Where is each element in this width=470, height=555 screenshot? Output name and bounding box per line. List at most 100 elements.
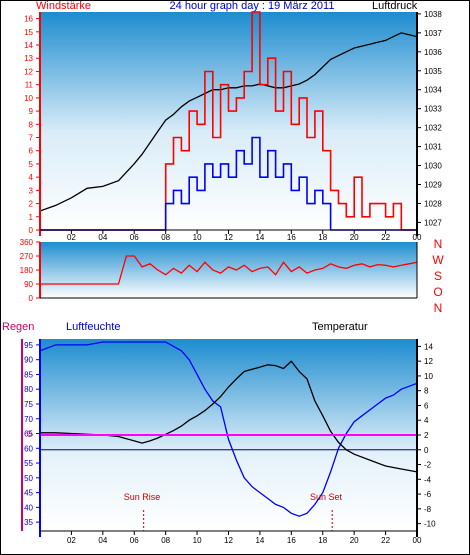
climate-series-luftfeuchte bbox=[39, 341, 418, 517]
wind-x-tick-label: 08 bbox=[161, 233, 170, 242]
pressure-tick-label: 1035 bbox=[424, 67, 442, 76]
pressure-tick-label: 1036 bbox=[424, 48, 442, 57]
climate-x-tick-label: 16 bbox=[287, 536, 296, 545]
wind-tick-label: 12 bbox=[24, 67, 33, 76]
temperature-tick-label: 0 bbox=[424, 446, 429, 455]
humidity-tick-label: 50 bbox=[24, 474, 33, 483]
climate-x-tick-label: 04 bbox=[98, 536, 107, 545]
sun-set-label: Sun Set bbox=[310, 492, 343, 502]
compass-label: N bbox=[434, 301, 443, 315]
humidity-tick-label: 35 bbox=[24, 518, 33, 527]
pressure-tick-label: 1031 bbox=[424, 143, 442, 152]
temperature-tick-label: -6 bbox=[424, 490, 432, 499]
climate-x-tick-label: 00 bbox=[413, 536, 422, 545]
wind-x-tick-label: 14 bbox=[255, 233, 264, 242]
wind-tick-label: 6 bbox=[29, 147, 34, 156]
compass-label: W bbox=[432, 253, 444, 267]
humidity-tick-label: 80 bbox=[24, 385, 33, 394]
pressure-axis-label: Luftdruck bbox=[372, 0, 418, 12]
humidity-tick-label: 70 bbox=[24, 415, 33, 424]
wind-tick-label: 0 bbox=[29, 226, 34, 235]
wind-tick-label: 4 bbox=[29, 173, 34, 182]
rain-axis-label: Regen bbox=[2, 321, 34, 333]
wind-plot-area bbox=[40, 12, 417, 230]
rain-tick-label: 0 bbox=[27, 429, 32, 439]
temperature-tick-label: 8 bbox=[424, 387, 429, 396]
direction-plot-area bbox=[40, 242, 417, 298]
wind-x-tick-label: 12 bbox=[224, 233, 233, 242]
climate-x-tick-label: 20 bbox=[350, 536, 359, 545]
temperature-tick-label: 6 bbox=[424, 401, 429, 410]
climate-x-tick-label: 06 bbox=[130, 536, 139, 545]
pressure-tick-label: 1028 bbox=[424, 199, 442, 208]
temperature-tick-label: 12 bbox=[424, 357, 433, 366]
wind-tick-label: 16 bbox=[24, 15, 33, 24]
wind-x-tick-label: 04 bbox=[98, 233, 107, 242]
wind-tick-label: 10 bbox=[24, 94, 33, 103]
compass-label: N bbox=[434, 237, 443, 251]
wind-x-tick-label: 20 bbox=[350, 233, 359, 242]
pressure-tick-label: 1038 bbox=[424, 10, 442, 19]
climate-x-tick-label: 02 bbox=[67, 536, 76, 545]
wind-x-tick-label: 22 bbox=[381, 233, 390, 242]
compass-label: S bbox=[434, 269, 442, 283]
humidity-tick-label: 90 bbox=[24, 356, 33, 365]
wind-tick-label: 2 bbox=[29, 200, 34, 209]
sun-rise-label: Sun Rise bbox=[124, 492, 161, 502]
climate-x-tick-label: 12 bbox=[224, 536, 233, 545]
humidity-tick-label: 55 bbox=[24, 459, 33, 468]
direction-tick-label: 360 bbox=[20, 238, 34, 247]
pressure-tick-label: 1033 bbox=[424, 105, 442, 114]
wind-tick-label: 15 bbox=[24, 28, 33, 37]
wind-series-luftdruck bbox=[39, 32, 418, 212]
wind-tick-label: 1 bbox=[29, 213, 34, 222]
wind-x-tick-label: 18 bbox=[318, 233, 327, 242]
climate-x-tick-label: 18 bbox=[318, 536, 327, 545]
pressure-tick-label: 1027 bbox=[424, 218, 442, 227]
climate-x-tick-label: 22 bbox=[381, 536, 390, 545]
pressure-tick-label: 1032 bbox=[424, 124, 442, 133]
pressure-tick-label: 1029 bbox=[424, 181, 442, 190]
wind-tick-label: 11 bbox=[25, 81, 34, 90]
temperature-tick-label: 10 bbox=[424, 372, 433, 381]
humidity-tick-label: 75 bbox=[24, 400, 33, 409]
temperature-tick-label: 2 bbox=[424, 431, 429, 440]
wind-tick-label: 3 bbox=[29, 186, 34, 195]
humidity-tick-label: 65 bbox=[24, 430, 33, 439]
humidity-axis-label: Luftfeuchte bbox=[66, 321, 120, 333]
temperature-tick-label: 4 bbox=[424, 416, 429, 425]
wind-x-tick-label: 06 bbox=[130, 233, 139, 242]
wind-tick-label: 5 bbox=[29, 160, 34, 169]
temperature-tick-label: -2 bbox=[424, 461, 432, 470]
temperature-tick-label: -10 bbox=[424, 520, 436, 529]
wind-axis-label: Windstärke bbox=[36, 0, 91, 12]
pressure-tick-label: 1037 bbox=[424, 29, 442, 38]
wind-x-tick-label: 02 bbox=[67, 233, 76, 242]
wind-x-tick-label: 16 bbox=[287, 233, 296, 242]
climate-x-tick-label: 08 bbox=[161, 536, 170, 545]
temperature-tick-label: -4 bbox=[424, 475, 432, 484]
humidity-tick-label: 60 bbox=[24, 444, 33, 453]
direction-tick-label: 90 bbox=[24, 280, 33, 289]
climate-series-temperatur bbox=[40, 360, 418, 473]
temperature-tick-label: -8 bbox=[424, 505, 432, 514]
climate-x-tick-label: 14 bbox=[255, 536, 264, 545]
wind-x-tick-label: 10 bbox=[193, 233, 202, 242]
wind-x-tick-label: 00 bbox=[413, 233, 422, 242]
humidity-tick-label: 40 bbox=[24, 503, 33, 512]
wind-series-böen bbox=[40, 11, 417, 231]
climate-x-tick-label: 10 bbox=[193, 536, 202, 545]
humidity-tick-label: 95 bbox=[24, 341, 33, 350]
chart-title: 24 hour graph day : 19 März 2011 bbox=[170, 0, 335, 12]
compass-label: O bbox=[433, 285, 442, 299]
direction-tick-label: 0 bbox=[29, 294, 34, 303]
pressure-tick-label: 1030 bbox=[424, 162, 442, 171]
pressure-tick-label: 1034 bbox=[424, 86, 442, 95]
wind-tick-label: 8 bbox=[29, 120, 34, 129]
direction-tick-label: 180 bbox=[20, 266, 34, 275]
humidity-tick-label: 85 bbox=[24, 370, 33, 379]
wind-tick-label: 14 bbox=[24, 41, 33, 50]
temperature-tick-label: 14 bbox=[424, 342, 433, 351]
